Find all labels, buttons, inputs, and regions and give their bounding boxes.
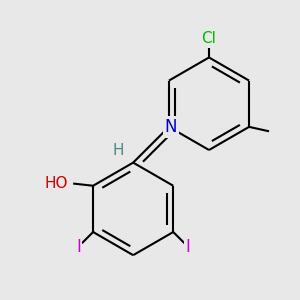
Text: I: I [76,238,81,256]
Text: HO: HO [44,176,68,191]
Text: I: I [185,238,190,256]
Text: Cl: Cl [202,31,216,46]
Text: H: H [113,143,124,158]
Text: N: N [165,118,177,136]
